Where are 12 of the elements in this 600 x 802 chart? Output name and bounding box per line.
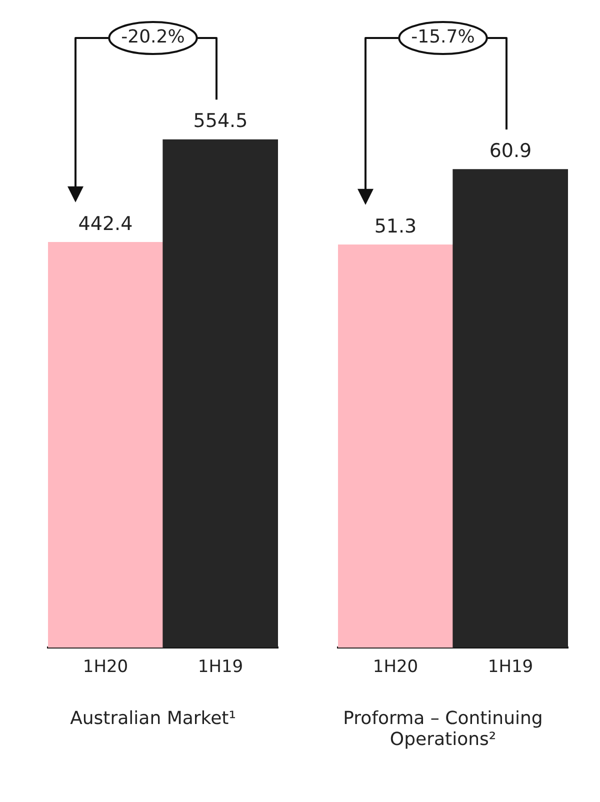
x-axis-title: Australian Market¹ (69, 708, 237, 729)
text: -20.2% (121, 26, 185, 48)
x-tick-label: 1H19 (488, 657, 534, 678)
x-tick-label: 1H19 (198, 657, 244, 678)
x-tick-label: 1H20 (372, 657, 418, 678)
text: -15.7% (411, 26, 475, 48)
x-axis-title: Proforma – Continuing Operations² (343, 708, 543, 750)
data-label: 554.5 (193, 110, 248, 132)
data-label: 442.4 (78, 212, 133, 235)
x-tick-label: 1H20 (82, 657, 128, 678)
data-label: 51.3 (374, 215, 417, 238)
data-label: 60.9 (489, 140, 532, 162)
